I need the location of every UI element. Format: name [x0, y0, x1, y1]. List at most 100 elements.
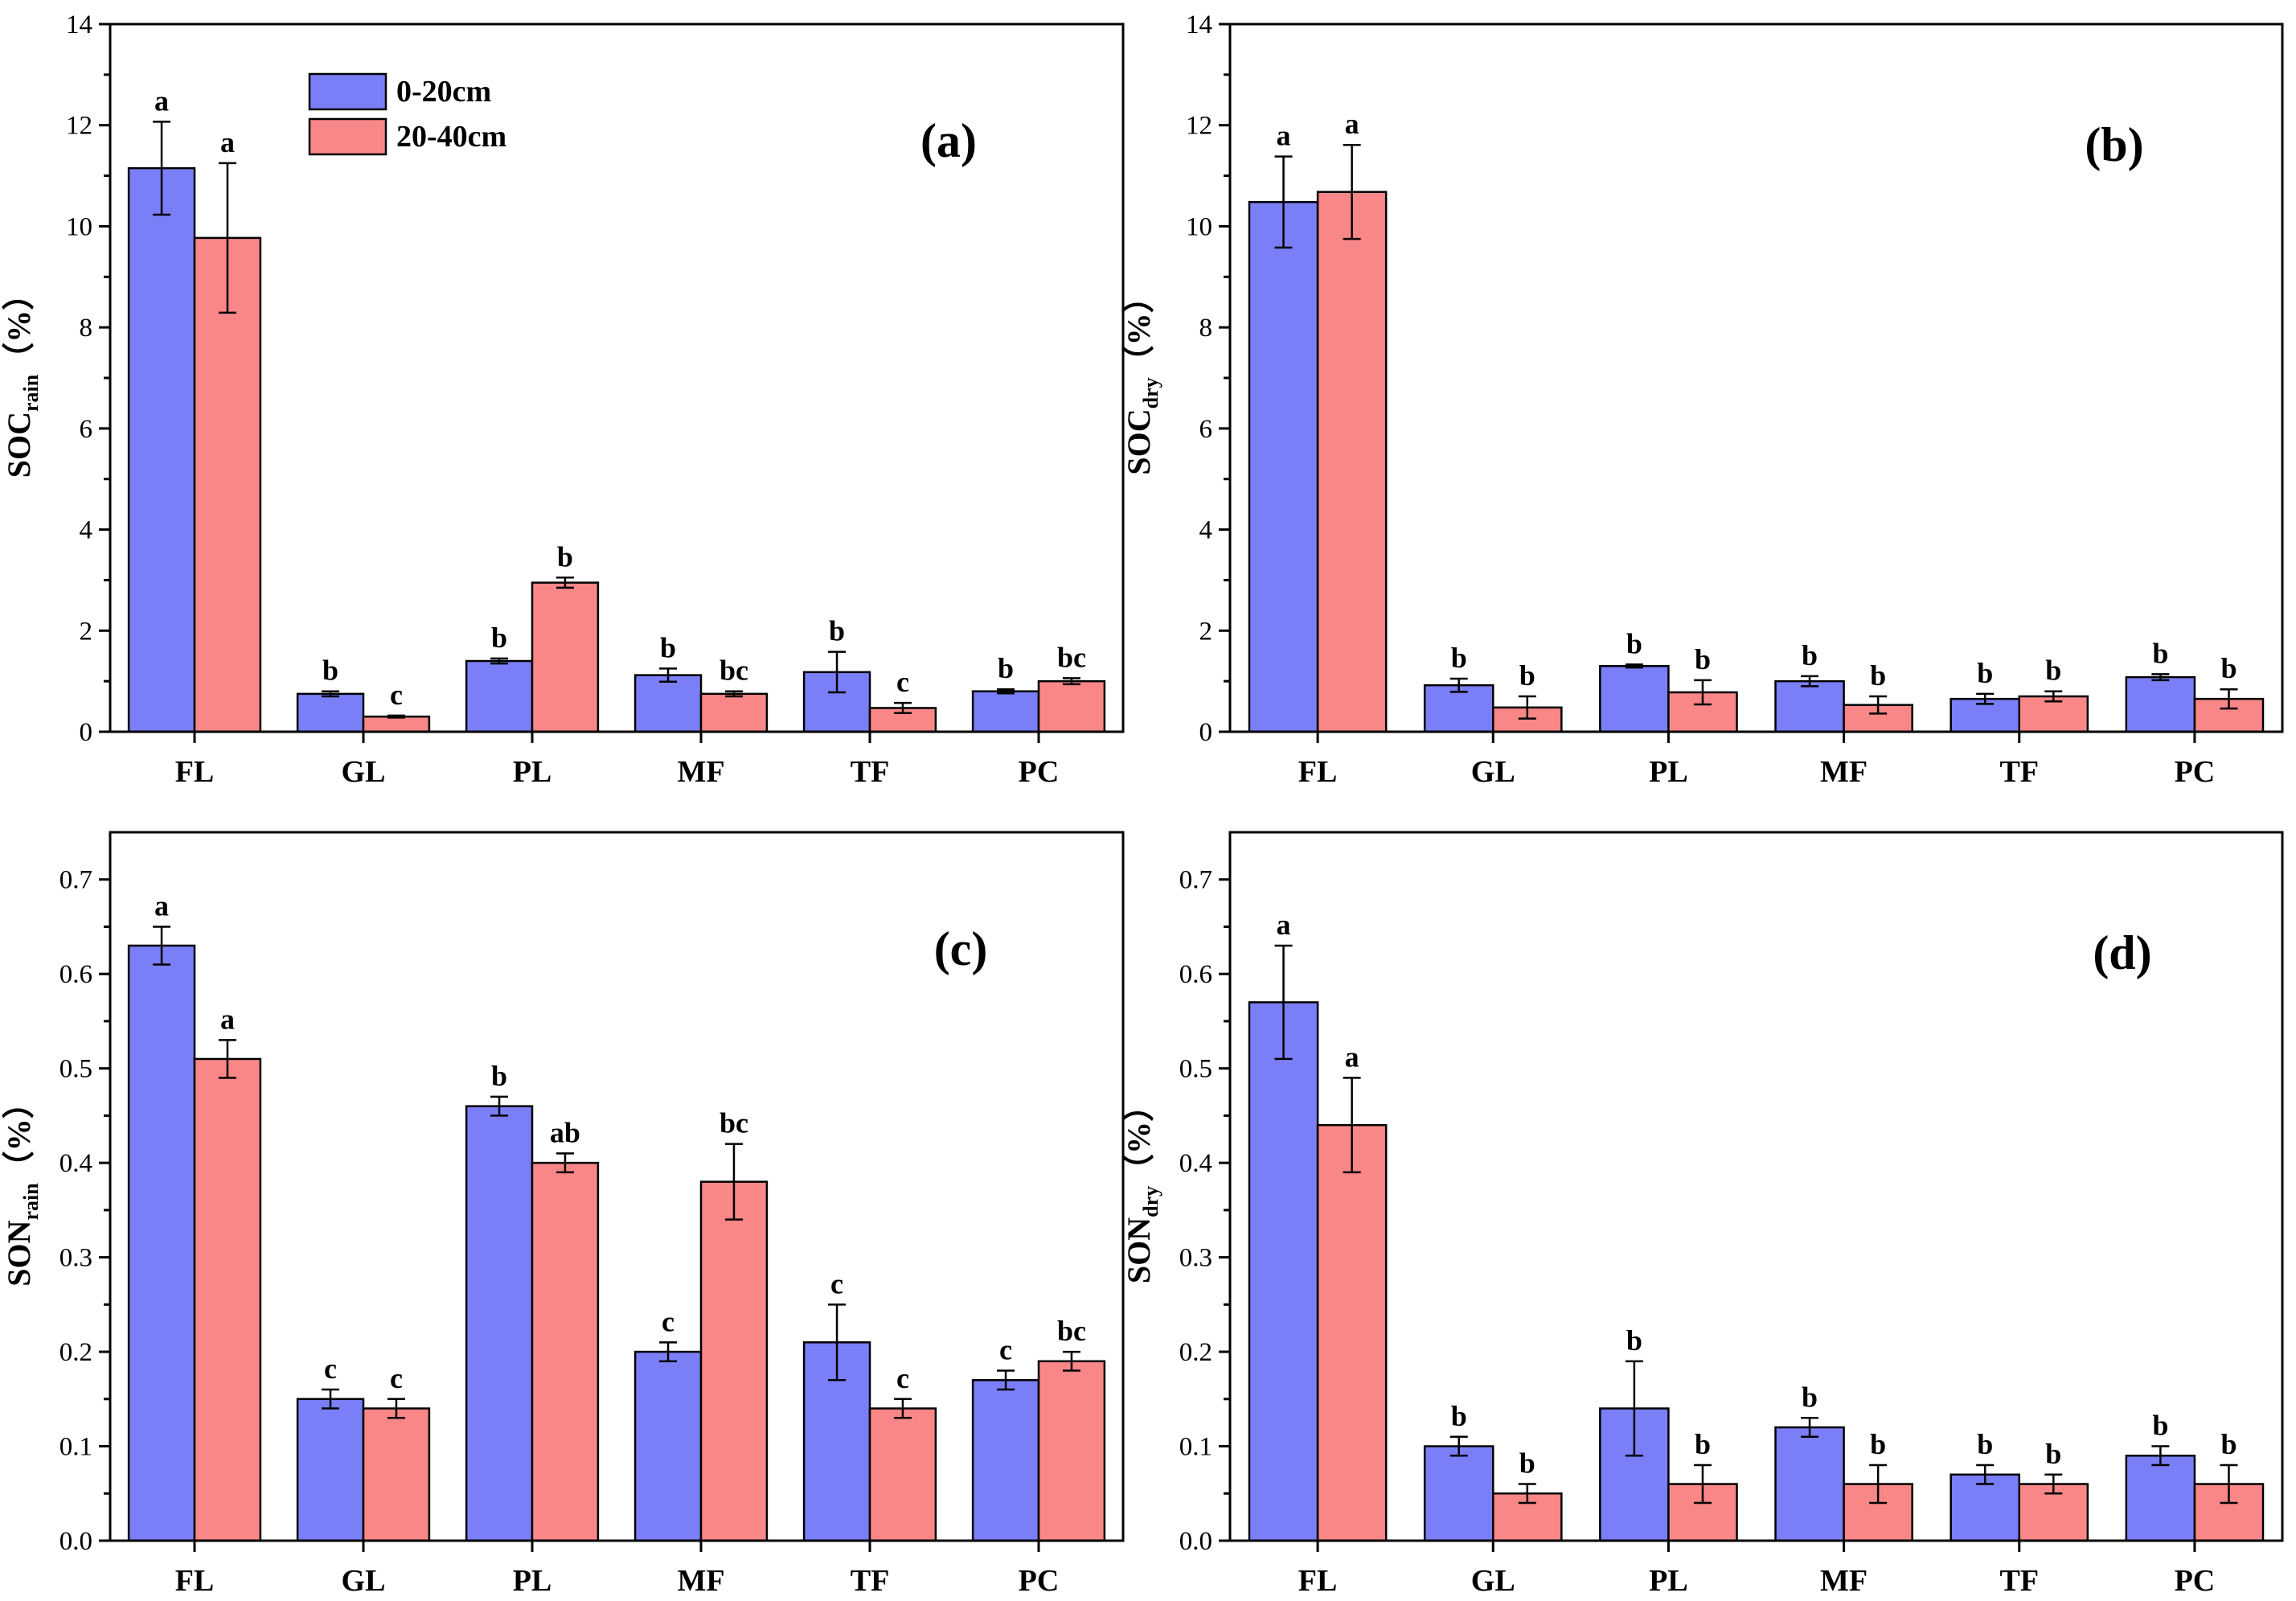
bar [868, 1407, 937, 1542]
y-axis-label-unit: （%） [1121, 1090, 1157, 1186]
y-tick-label: 8 [80, 314, 93, 343]
bar [699, 692, 769, 733]
y-axis-label: SOCdry（%） [1121, 281, 1162, 474]
significance-label: b [1626, 1324, 1642, 1357]
category-label: TF [1999, 755, 2039, 789]
bar [633, 674, 703, 733]
plot-frame [109, 23, 1125, 733]
y-tick-label: 0.6 [1179, 960, 1212, 989]
significance-label: b [1870, 1428, 1886, 1460]
significance-label: c [390, 679, 403, 711]
y-tick-label: 0.0 [59, 1527, 92, 1556]
y-tick-label: 0.1 [1179, 1433, 1212, 1462]
y-tick-label: 0.3 [1179, 1244, 1212, 1273]
category-label: GL [1471, 1564, 1515, 1598]
bar [971, 1379, 1040, 1542]
bar [2125, 1455, 2196, 1542]
significance-label: b [2220, 652, 2237, 684]
significance-label: a [1345, 1041, 1359, 1073]
category-label: PC [2175, 755, 2216, 789]
y-axis-label-main: SOC [1, 412, 37, 478]
y-axis-label-subscript: dry [1139, 377, 1162, 408]
chart-panel-2: 0 2 4 6 8 10 12 14 a a FL b b GL b b PL b b MF b b TF b b PC (b) SO… [1121, 10, 2284, 789]
bar [1423, 1445, 1494, 1542]
y-axis-label-unit: （%） [1121, 281, 1157, 377]
y-tick-label: 0.5 [1179, 1055, 1212, 1084]
legend-swatch [308, 72, 387, 111]
significance-label: a [154, 84, 169, 117]
bar [531, 581, 600, 733]
significance-label: bc [1057, 641, 1086, 673]
category-label: GL [342, 755, 386, 789]
significance-label: b [1519, 659, 1535, 692]
category-label: FL [1298, 755, 1338, 789]
category-label: TF [851, 1564, 890, 1598]
y-axis-label-subscript: dry [1139, 1186, 1162, 1217]
y-tick-label: 0.4 [59, 1149, 92, 1178]
plot-frame [1228, 23, 2284, 733]
bar [127, 944, 196, 1542]
y-axis-label-main: SON [1121, 1217, 1157, 1283]
significance-label: b [1695, 643, 1711, 675]
significance-label: b [491, 1060, 507, 1092]
legend-label: 20-40cm [396, 120, 506, 154]
significance-label: b [1802, 1381, 1818, 1413]
legend-swatch [308, 117, 387, 156]
significance-label: c [896, 1362, 909, 1394]
significance-label: b [1977, 1428, 1993, 1460]
category-label: PL [513, 1564, 552, 1598]
y-tick-label: 0.7 [59, 866, 92, 895]
significance-label: c [830, 1267, 843, 1299]
significance-label: b [491, 622, 507, 654]
y-tick-label: 0 [1199, 718, 1213, 747]
bar [633, 1350, 703, 1542]
y-tick-label: 0.7 [1179, 866, 1212, 895]
category-label: GL [342, 1564, 386, 1598]
y-axis-label-subscript: rain [19, 374, 43, 412]
category-label: FL [175, 755, 215, 789]
y-tick-label: 0.5 [59, 1055, 92, 1084]
bar [1037, 1360, 1106, 1542]
significance-label: b [2152, 637, 2168, 669]
significance-label: b [1802, 639, 1818, 671]
category-label: FL [1298, 1564, 1338, 1598]
y-tick-label: 0.0 [1179, 1527, 1212, 1556]
significance-label: b [1451, 642, 1467, 674]
bar [1248, 201, 1319, 733]
y-axis-label-unit: （%） [1, 278, 37, 375]
bar [296, 692, 365, 733]
y-axis-label-main: SON [1, 1220, 37, 1286]
y-axis-label: SONdry（%） [1121, 1090, 1162, 1283]
bar [296, 1398, 365, 1542]
significance-label: a [1277, 909, 1291, 941]
y-tick-label: 0.2 [59, 1338, 92, 1367]
y-axis-label-unit: （%） [1, 1086, 37, 1183]
y-tick-label: 14 [66, 10, 92, 39]
significance-label: b [829, 615, 845, 647]
significance-label: b [1451, 1400, 1467, 1432]
significance-label: b [2045, 655, 2061, 687]
category-label: MF [677, 1564, 724, 1598]
bar [2125, 675, 2196, 733]
significance-label: b [557, 540, 573, 573]
plot-frame [109, 831, 1125, 1542]
y-tick-label: 14 [1186, 10, 1212, 39]
panel-label: (d) [2093, 926, 2151, 979]
significance-label: a [220, 126, 235, 158]
y-tick-label: 0.2 [1179, 1338, 1212, 1367]
plot-frame [1228, 831, 2284, 1542]
y-axis-label: SONrain（%） [1, 1086, 43, 1286]
bar [1774, 679, 1845, 733]
bar [1950, 1473, 2021, 1542]
significance-label: b [660, 631, 676, 663]
category-label: PC [1019, 755, 1060, 789]
category-label: TF [851, 755, 890, 789]
significance-label: a [220, 1003, 235, 1035]
category-label: MF [1820, 755, 1868, 789]
significance-label: a [1277, 120, 1291, 152]
y-tick-label: 12 [1186, 112, 1212, 141]
bar [465, 1105, 534, 1542]
y-tick-label: 0.1 [59, 1433, 92, 1462]
